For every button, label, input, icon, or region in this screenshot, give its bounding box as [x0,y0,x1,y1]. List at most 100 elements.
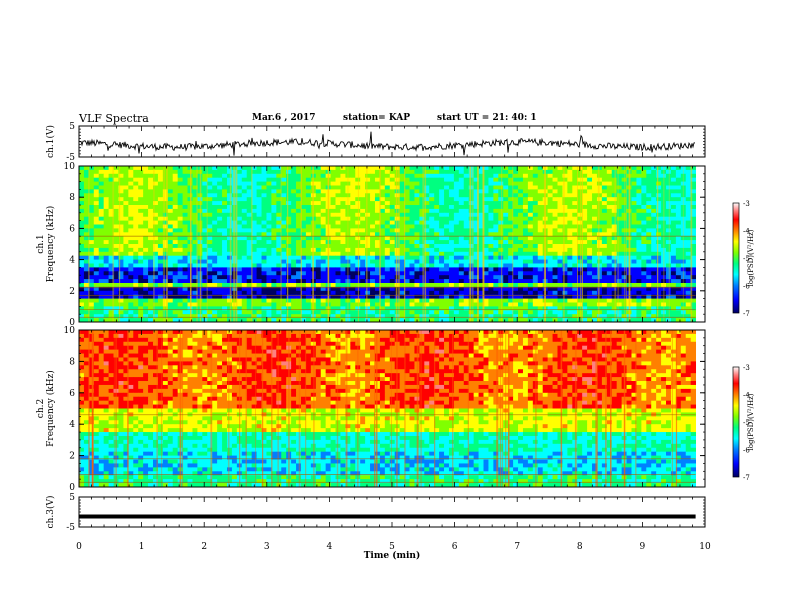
spectrogram-cell [577,271,583,276]
spectrogram-cell [567,240,573,245]
spectrogram-cell [414,310,420,315]
spectrogram-cell [207,302,213,307]
spectrogram-cell [286,193,292,198]
spectrogram-cell [93,283,100,288]
spectrogram-cell [177,286,183,292]
spectrogram-cell [685,263,692,268]
spectrogram-cell [631,228,637,233]
spectrogram-cell [439,224,445,229]
spectrogram-cell [389,173,396,179]
spectrogram-cell [670,298,677,303]
spectrogram-cell [453,259,460,264]
spectrogram-cell [646,259,652,264]
spectrogram-cell [83,298,90,303]
spectrogram-cell [103,244,109,249]
spectrogram-cell [138,236,144,241]
spectrogram-cell [562,275,568,280]
spectrogram-cell [79,197,85,202]
spectrogram-cell [98,310,105,315]
spectrogram-cell [577,244,583,249]
spectrogram-cell [330,201,336,206]
spectrogram-cell [527,228,534,233]
spectrogram-cell [266,314,272,319]
spectrogram-cell [286,255,292,260]
spectrogram-cell [532,166,539,171]
spectrogram-cell [350,244,356,249]
spectrogram-cell [241,251,248,257]
spectrogram-cell [518,294,524,299]
spectrogram-cell [315,251,322,257]
spectrogram-cell [621,224,627,229]
spectrogram-cell [148,177,154,182]
spectrogram-cell [374,263,381,268]
spectrogram-cell [562,236,568,241]
spectrogram-cell [434,306,440,311]
spectrogram-cell [592,302,598,307]
spectrogram-cell [217,166,223,171]
spectrogram-cell [513,294,519,299]
spectrogram-cell [670,166,677,171]
spectrogram-cell [246,271,253,276]
spectrogram-cell [172,314,179,319]
spectrogram-cell [493,267,499,272]
spectrogram-cell [582,212,588,218]
spectrogram-cell [207,205,213,210]
spectrogram-cell [498,247,504,253]
spectrogram-cell [414,267,420,272]
spectrogram-cell [340,275,346,280]
spectrogram-cell [370,302,376,307]
spectrogram-cell [256,189,262,194]
spectrogram-cell [631,240,637,245]
spectrogram-cell [88,267,95,272]
spectrogram-cell [567,208,573,214]
spectrogram-cell [552,173,558,179]
spectrogram-cell [192,247,198,253]
spectrogram-cell [577,255,583,260]
spectrogram-cell [286,220,292,225]
spectrogram-cell [409,294,415,299]
spectrogram-cell [601,216,608,221]
spectrogram-cell [641,283,647,288]
spectrogram-cell [567,224,573,229]
spectrogram-cell [123,224,129,229]
spectrogram-cell [389,232,396,237]
spectrogram-cell [651,290,657,296]
spectrogram-cell [527,236,534,241]
spectrogram-cell [434,240,440,245]
spectrogram-cell [513,255,519,260]
spectrogram-cell [616,208,623,214]
spectrogram-cell [103,185,109,190]
spectrogram-cell [493,177,499,182]
spectrogram-cell [409,240,415,245]
spectrogram-cell [79,290,85,296]
spectrogram-cell [384,275,391,280]
spectrogram-cell [587,298,593,303]
spectrogram-cell [409,283,415,288]
spectrogram-cell [330,208,336,214]
spectrogram-cell [133,181,139,186]
spectrogram-cell [93,208,100,214]
spectrogram-cell [458,220,465,225]
spectrogram-cell [305,220,312,225]
spectrogram-cell [379,314,386,319]
spectrogram-cell [207,228,213,233]
spectrogram-cell [365,201,371,206]
spectrogram-cell [123,185,129,190]
spectrogram-cell [261,298,267,303]
spectrogram-cell [246,294,253,299]
spectrogram-cell [444,212,450,218]
spectrogram-cell [503,290,509,296]
spectrogram-cell [404,290,410,296]
spectrogram-cell [246,279,253,284]
spectrogram-cell [177,310,183,315]
spectrogram-cell [562,212,568,218]
spectrogram-cell [217,173,223,179]
spectrogram-cell [567,263,573,268]
spectrogram-cell [562,205,568,210]
spectrogram-cell [434,173,440,179]
spectrogram-cell [286,275,292,280]
spectrogram-cell [167,240,174,245]
spectrogram-cell [103,298,109,303]
spectrogram-cell [409,271,415,276]
spectrogram-cell [222,286,228,292]
